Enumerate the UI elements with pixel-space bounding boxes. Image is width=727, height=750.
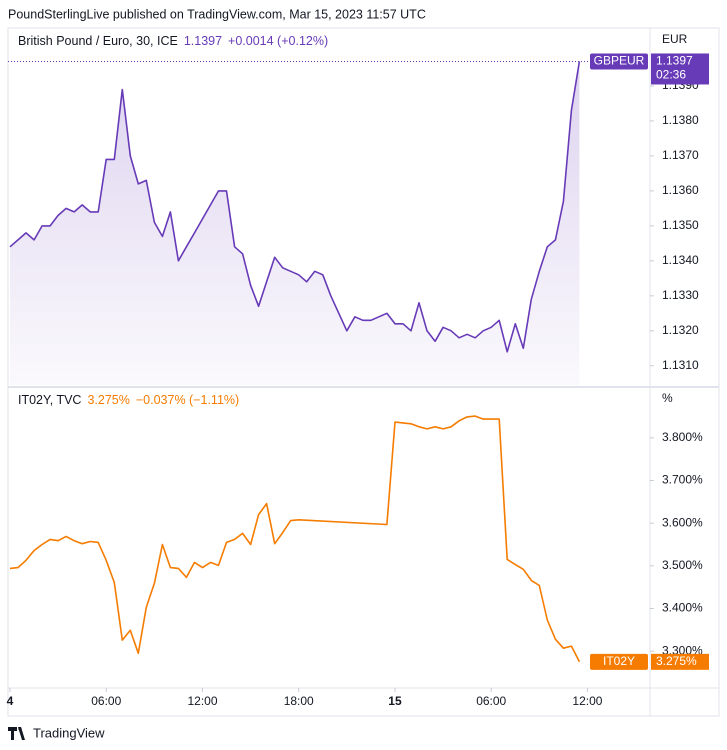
price-badge <box>651 53 709 85</box>
x-tick-label: 06:00 <box>476 694 506 708</box>
axis-unit: % <box>662 391 673 405</box>
x-tick-label: 12:00 <box>572 694 602 708</box>
y-tick-label: 3.500% <box>662 558 703 572</box>
x-tick-label: 4 <box>7 694 14 708</box>
price-badge-value: 3.275% <box>656 654 697 668</box>
x-tick-label: 15 <box>388 694 402 708</box>
legend: British Pound / Euro, 30, ICE 1.1397 +0.00… <box>18 34 328 48</box>
symbol-badge <box>590 653 648 670</box>
symbol-label: IT02Y <box>603 654 635 668</box>
frame <box>7 27 720 717</box>
x-tick-label: 06:00 <box>91 694 121 708</box>
legend: IT02Y, TVC 3.275% −0.037% (−1.11%) <box>18 393 239 407</box>
y-tick-label: 1.1360 <box>662 183 699 197</box>
header: PoundSterlingLive published on TradingVi… <box>8 7 426 21</box>
legend-name: IT02Y, TVC <box>18 393 81 407</box>
y-tick-label: 1.1310 <box>662 358 699 372</box>
symbol-label: GBPEUR <box>594 54 645 68</box>
y-tick-label: 3.600% <box>662 515 703 529</box>
footer: TradingView <box>33 725 105 740</box>
y-tick-label: 3.400% <box>662 601 703 615</box>
y-tick-label: 3.700% <box>662 473 703 487</box>
price-badge-value: 1.1397 <box>656 54 693 68</box>
legend-change: +0.0014 (+0.12%) <box>228 34 328 48</box>
legend-value: 3.275% <box>87 393 129 407</box>
price-line <box>9 415 581 663</box>
y-tick-label: 1.1330 <box>662 288 699 302</box>
y-tick-label: 1.1370 <box>662 148 699 162</box>
y-tick-label: 3.800% <box>662 430 703 444</box>
x-tick-label: 18:00 <box>284 694 314 708</box>
y-tick-label: 1.1350 <box>662 218 699 232</box>
price-line <box>9 61 581 353</box>
legend-name: British Pound / Euro, 30, ICE <box>18 34 178 48</box>
legend-value: 1.1397 <box>184 34 222 48</box>
axis-unit: EUR <box>662 32 688 46</box>
y-tick-label: 1.1320 <box>662 323 699 337</box>
y-tick-label: 1.1380 <box>662 113 699 127</box>
symbol-badge <box>590 53 648 70</box>
price-badge <box>651 653 709 670</box>
tv-logo <box>8 727 25 740</box>
x-tick-label: 12:00 <box>187 694 217 708</box>
countdown: 02:36 <box>656 68 686 82</box>
legend-change: −0.037% (−1.11%) <box>136 393 239 407</box>
y-tick-label: 1.1340 <box>662 253 699 267</box>
area <box>10 61 580 385</box>
